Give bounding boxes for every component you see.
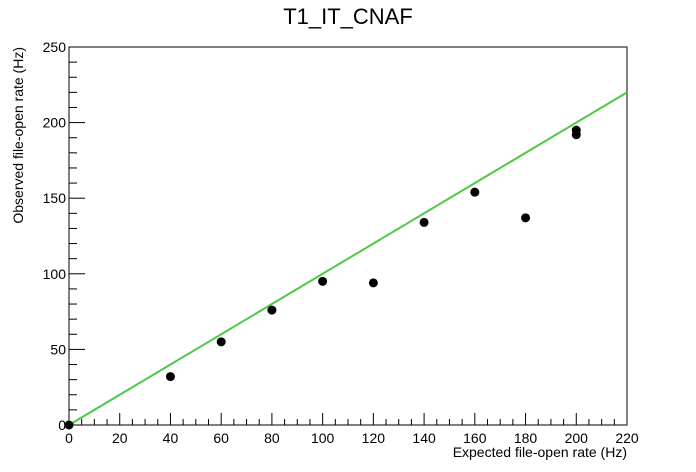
x-tick-label: 140	[412, 430, 436, 446]
x-tick-label: 160	[463, 430, 487, 446]
y-tick-label: 250	[43, 39, 67, 55]
y-tick-label: 100	[43, 266, 67, 282]
y-tick-label: 150	[43, 190, 67, 206]
data-point	[267, 305, 277, 315]
data-point	[470, 187, 480, 197]
data-point	[368, 278, 378, 288]
axis-labels: 0 20 40 60 80 100 120 140 160 180 200 220 0 50 100 150 2…	[10, 39, 639, 460]
data-point	[318, 276, 328, 286]
x-tick-label: 200	[565, 430, 589, 446]
x-tick-label: 100	[311, 430, 335, 446]
axes	[68, 46, 628, 426]
x-tick-label: 20	[112, 430, 128, 446]
x-tick-label: 40	[163, 430, 179, 446]
x-tick-label: 180	[514, 430, 538, 446]
data-point	[571, 125, 581, 135]
x-axis-label: Expected file-open rate (Hz)	[453, 444, 627, 460]
x-tick-label: 80	[264, 430, 280, 446]
x-tick-label: 120	[362, 430, 386, 446]
data-point	[165, 372, 175, 382]
x-tick-label: 0	[65, 430, 73, 446]
reference-line-layer	[68, 91, 628, 426]
data-point	[216, 337, 226, 347]
chart-title: T1_IT_CNAF	[283, 4, 413, 29]
data-point	[64, 420, 74, 430]
data-point	[521, 213, 531, 223]
y-tick-label: 0	[58, 417, 66, 433]
data-point	[419, 217, 429, 227]
x-tick-label: 220	[615, 430, 639, 446]
y-axis-label: Observed file-open rate (Hz)	[10, 47, 26, 224]
x-tick-label: 60	[213, 430, 229, 446]
plot-frame	[68, 46, 628, 426]
data-points	[64, 125, 581, 430]
y-tick-label: 200	[43, 115, 67, 131]
reference-line	[68, 91, 628, 426]
y-tick-label: 50	[50, 341, 66, 357]
